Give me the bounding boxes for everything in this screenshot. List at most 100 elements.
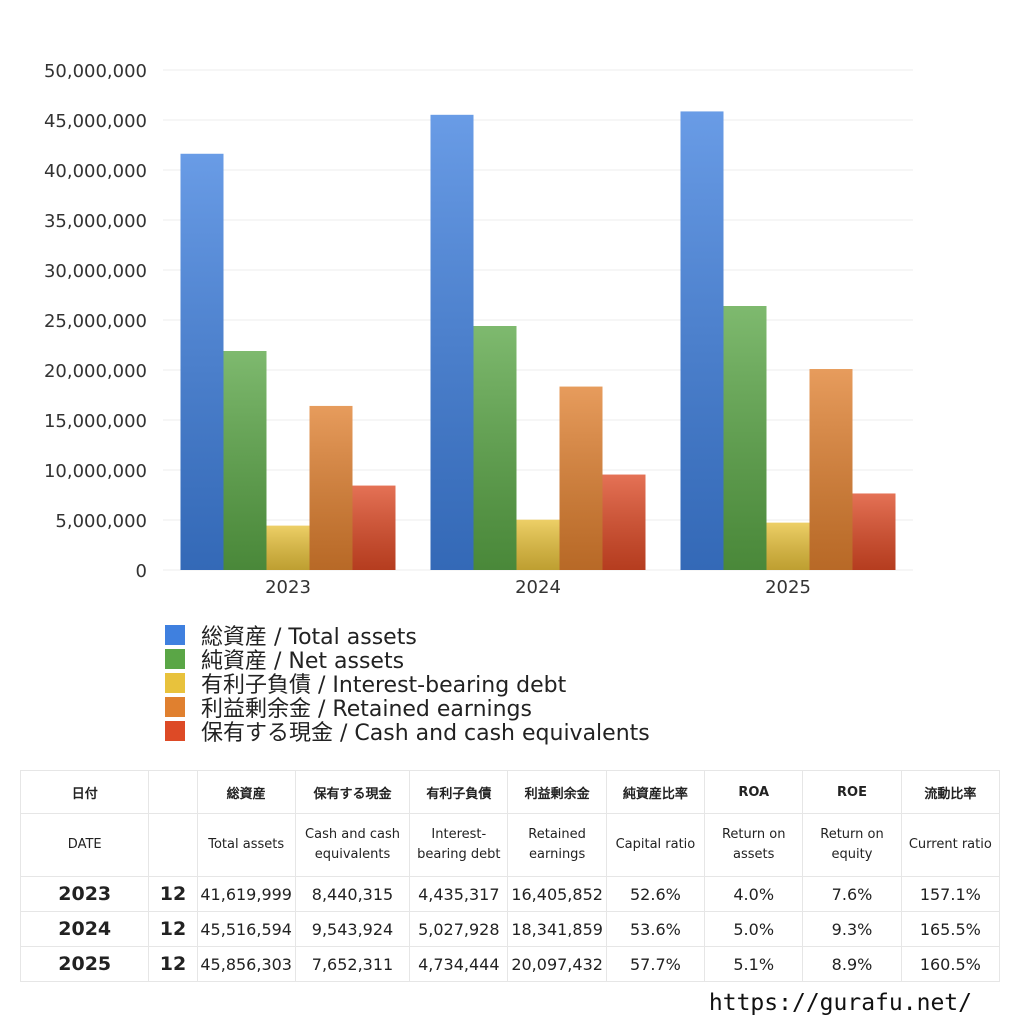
bar-shading [602,474,646,570]
legend-item: 保有する現金 / Cash and cash equivalents [165,719,650,746]
financial-table: 日付 総資産 保有する現金 有利子負債 利益剰余金 純資産比率 ROA ROE … [19,770,1001,982]
header-cell [148,770,198,814]
bar-shading [723,306,767,570]
legend-swatch [165,673,185,693]
bar-shading [223,351,267,570]
legend-label: 保有する現金 / Cash and cash equivalents [201,721,650,746]
table-cell-year: 2025 [19,946,150,982]
table-cell: 157.1% [900,876,1001,912]
table-header-ja: 日付 総資産 保有する現金 有利子負債 利益剰余金 純資産比率 ROA ROE … [19,770,1001,814]
header-cell: Cash and cash equivalents [294,813,411,877]
header-cell: 流動比率 [900,770,1001,814]
table-row: 2024 12 45,516,594 9,543,924 5,027,928 1… [19,911,1001,947]
bar-shading [352,485,396,570]
table-cell: 20,097,432 [507,946,607,982]
table-cell: 8.9% [802,946,902,982]
x-tick-label: 2025 [765,577,811,598]
bar-shading [309,405,353,570]
y-tick-label: 35,000,000 [44,211,147,232]
table-cell: 160.5% [900,946,1001,982]
table-cell: 7.6% [802,876,902,912]
legend-swatch [165,721,185,741]
bar-chart: 50,000,000 45,000,000 40,000,000 35,000,000… [44,61,913,598]
header-cell: 純資産比率 [605,770,706,814]
table-cell: 165.5% [900,911,1001,947]
header-cell: ROA [704,770,804,814]
y-tick-label: 15,000,000 [44,411,147,432]
y-tick-label: 30,000,000 [44,261,147,282]
table-cell-month: 12 [148,876,198,912]
bar-shading [266,525,310,570]
site-url: https://gurafu.net/ [708,990,972,1016]
legend-item: 純資産 / Net assets [165,647,650,674]
bar-shading [809,369,853,570]
y-tick-label: 50,000,000 [44,61,147,82]
header-cell: 総資産 [196,770,296,814]
table-cell-year: 2023 [19,876,150,912]
header-cell: Interest-bearing debt [409,813,509,877]
bar-shading [852,493,896,570]
bar-shading [473,326,517,570]
bar-shading [430,114,474,571]
table-row: 2023 12 41,619,999 8,440,315 4,435,317 1… [19,876,1001,912]
table-cell: 41,619,999 [196,876,296,912]
header-cell [148,813,198,877]
bar-shading [680,111,724,570]
header-cell: ROE [802,770,902,814]
y-axis-ticks: 50,000,000 45,000,000 40,000,000 35,000,000… [44,61,147,582]
legend-label: 純資産 / Net assets [201,649,405,674]
table-cell: 4,734,444 [409,946,509,982]
gridlines [163,69,913,571]
x-tick-label: 2023 [265,577,311,598]
table-cell-month: 12 [148,946,198,982]
table-cell: 8,440,315 [294,876,411,912]
legend-item: 利益剰余金 / Retained earnings [165,695,650,722]
table-cell-month: 12 [148,911,198,947]
table-cell: 9,543,924 [294,911,411,947]
bar-shading [766,522,810,570]
legend-label: 利益剰余金 / Retained earnings [201,697,532,722]
y-tick-label: 25,000,000 [44,311,147,332]
legend-swatch [165,625,185,645]
legend-swatch [165,649,185,669]
header-cell: DATE [19,813,150,877]
table-cell: 5,027,928 [409,911,509,947]
x-tick-label: 2024 [515,577,561,598]
table-cell: 4,435,317 [409,876,509,912]
y-tick-label: 5,000,000 [55,511,147,532]
table-cell: 45,856,303 [196,946,296,982]
y-tick-label: 10,000,000 [44,461,147,482]
header-cell: Total assets [196,813,296,877]
header-cell: Retained earnings [507,813,607,877]
table-header-en: DATE Total assets Cash and cash equivale… [19,813,1001,877]
header-cell: 有利子負債 [409,770,509,814]
legend-label: 総資産 / Total assets [201,625,417,650]
legend-label: 有利子負債 / Interest-bearing debt [201,673,567,698]
table-row: 2025 12 45,856,303 7,652,311 4,734,444 2… [19,946,1001,982]
legend-item: 有利子負債 / Interest-bearing debt [165,671,650,698]
header-cell: Current ratio [900,813,1001,877]
table-cell: 18,341,859 [507,911,607,947]
y-tick-label: 45,000,000 [44,111,147,132]
table-cell: 7,652,311 [294,946,411,982]
x-axis-ticks: 2023 2024 2025 [265,577,811,598]
chart-legend: 総資産 / Total assets 純資産 / Net assets 有利子負… [165,623,650,746]
header-cell: Return on equity [802,813,902,877]
table-cell: 5.1% [704,946,804,982]
header-cell: 利益剰余金 [507,770,607,814]
table-cell: 16,405,852 [507,876,607,912]
table-cell-year: 2024 [19,911,150,947]
table-cell: 45,516,594 [196,911,296,947]
table-cell: 9.3% [802,911,902,947]
table-cell: 57.7% [605,946,706,982]
y-tick-label: 20,000,000 [44,361,147,382]
header-cell: Return on assets [704,813,804,877]
table-cell: 5.0% [704,911,804,947]
y-tick-label: 40,000,000 [44,161,147,182]
bar-shading [559,386,603,570]
bar-shading [516,519,560,570]
header-cell: Capital ratio [605,813,706,877]
table-cell: 4.0% [704,876,804,912]
y-tick-label: 0 [136,561,147,582]
bar-shading [180,153,224,571]
